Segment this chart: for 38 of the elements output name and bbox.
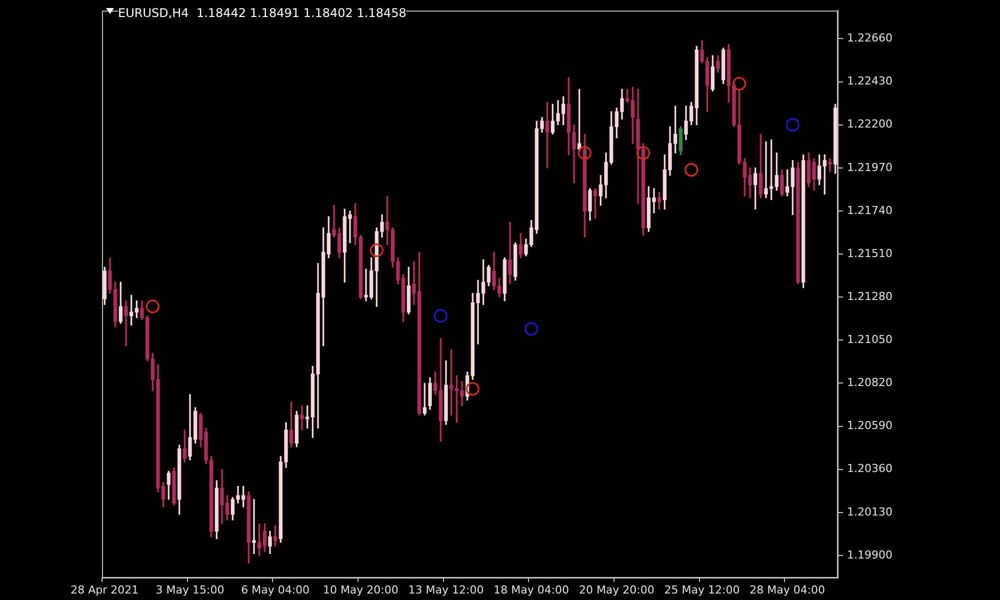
point (684, 162, 698, 177)
point (732, 76, 746, 90)
point (146, 300, 160, 314)
y-tick-label: 1.22200 (847, 118, 892, 131)
x-tick-label: 28 May 04:00 (750, 583, 826, 596)
y-tick-label: 1.21510 (847, 246, 892, 260)
candlestick (300, 405, 304, 430)
y-tick-label: 1.22430 (847, 74, 892, 88)
candlestick (124, 300, 128, 346)
candlestick (828, 158, 832, 172)
y-tick-label: 1.21740 (847, 204, 892, 217)
chart-title: EURUSD,H4 1.18442 1.18491 1.18402 1.18458 (118, 6, 406, 20)
y-tick-label: 1.20590 (847, 419, 892, 432)
x-tick-label: 28 Apr 2021 (70, 583, 139, 596)
y-tick-label: 1.21050 (847, 333, 892, 346)
point (466, 382, 480, 396)
x-tick-label: 10 May 20:00 (322, 583, 398, 596)
x-tick-label: 13 May 12:00 (408, 583, 484, 596)
x-tick-label: 25 May 12:00 (664, 583, 740, 596)
y-tick-label: 1.20820 (847, 376, 892, 390)
candlestick (508, 222, 512, 284)
point (524, 322, 538, 336)
x-tick-label: 20 May 20:00 (578, 583, 654, 596)
y-tick-label: 1.22660 (847, 32, 892, 45)
point (786, 118, 800, 132)
x-tick-label: 6 May 04:00 (241, 583, 310, 596)
y-tick-label: 1.20360 (847, 462, 892, 476)
x-tick-label: 18 May 04:00 (494, 583, 570, 596)
x-tick-label: 3 May 15:00 (156, 583, 224, 596)
y-tick-label: 1.21280 (847, 290, 892, 303)
y-tick-label: 1.19900 (847, 548, 892, 562)
y-tick-label: 1.20130 (847, 505, 892, 518)
point (434, 309, 448, 323)
point (370, 243, 384, 258)
candlestick (252, 499, 256, 554)
y-tick-label: 1.21970 (847, 160, 892, 174)
point (578, 146, 592, 160)
point (636, 146, 650, 160)
